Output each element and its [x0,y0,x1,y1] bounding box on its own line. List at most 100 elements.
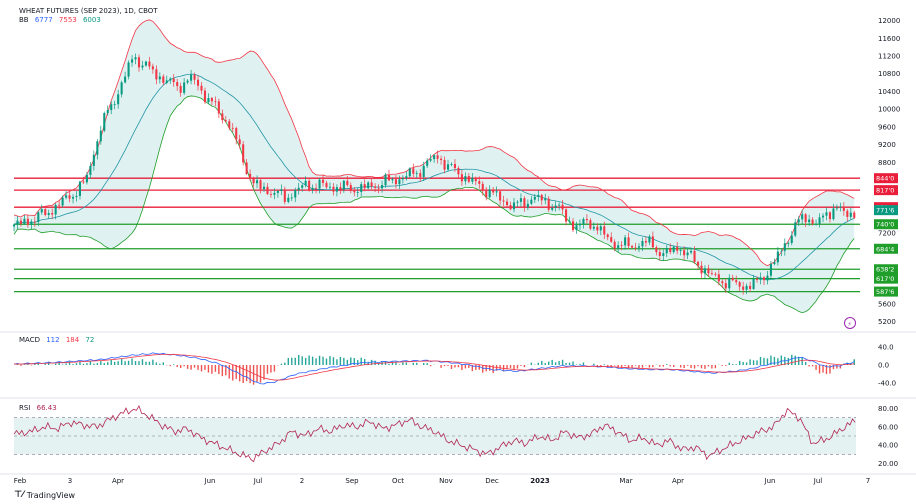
rsi-line [13,405,856,463]
candle-body [530,199,533,204]
tradingview-logo-icon: ⊤⁄ [14,490,24,500]
candle-body [210,98,213,102]
candle-body [762,277,766,281]
candle-body [294,189,297,198]
bb-fill [14,19,855,313]
candle-body [342,180,345,190]
candle-body [33,221,36,223]
macd-signal-line [13,353,855,381]
candle-body [311,187,314,190]
candle-body [117,94,120,105]
candle-body [356,191,359,193]
macd-tick-label: 40.0 [878,344,894,352]
candle-body [690,250,693,253]
candle-body [700,265,703,274]
candle-body [137,57,141,68]
candle-body [606,234,609,238]
candle-body [96,141,99,155]
candle-body [290,197,293,199]
candle-body [283,189,286,202]
candle-body [308,180,311,190]
level-tag-label: 844'0 [876,175,894,183]
time-tick-label: 2 [300,477,304,485]
candle-body [217,101,220,114]
price-tick-label: 10000 [878,106,900,114]
candle-body [821,215,825,218]
candle-body [214,101,217,103]
candle-body [92,154,95,166]
candle-body [651,236,654,248]
candle-body [526,203,529,208]
candle-body [110,104,113,111]
candle-body [415,173,418,174]
candle-body [12,224,16,227]
candle-body [169,78,172,81]
candle-body [405,176,408,179]
candle-body [82,181,85,183]
candle-body [467,176,470,182]
candle-body [620,245,623,247]
candle-body [78,181,82,196]
candle-body [516,201,519,203]
candle-body [353,190,356,193]
candle-body [207,98,210,103]
candle-body [151,66,154,70]
candle-body [381,185,384,189]
candle-body [68,195,71,199]
candle-body [773,262,776,265]
candle-body [853,212,856,218]
rsi-label: RSI [19,404,31,412]
macd-line [13,352,855,385]
candle-body [19,220,22,224]
candle-body [808,219,811,223]
candle-body [391,179,394,181]
candle-body [453,163,457,169]
candle-body [23,218,26,224]
candle-body [321,179,325,183]
candle-body [186,80,189,83]
candle-body [262,186,266,190]
candle-body [297,187,300,190]
candle-body [176,82,179,87]
macd-signal-value: 184 [65,336,80,344]
candle-body [44,209,47,215]
time-tick-label: Jun [764,477,776,485]
candle-body [408,168,411,177]
rsi-tick-label: 80.00 [878,405,898,413]
candle-body [578,223,582,226]
candle-body [224,120,227,122]
candle-body [648,236,651,243]
candle-body [328,186,332,188]
candle-body [561,204,564,210]
candle-body [158,76,161,80]
time-tick-label: Feb [14,477,27,485]
candle-body [127,62,130,77]
tradingview-brand[interactable]: ⊤⁄ TradingView [14,490,75,500]
candle-body [89,165,92,175]
bb-label: BB [19,16,29,24]
tradingview-label: TradingView [26,490,76,500]
time-tick-label: Dec [485,477,499,485]
candle-body [387,174,391,181]
candle-body [842,206,845,211]
candle-body [235,128,238,140]
candle-body [474,177,477,182]
candle-body [231,127,234,129]
candle-body [346,180,349,186]
candle-body [714,273,717,275]
candle-body [554,205,557,208]
candle-body [492,189,495,193]
candle-body [190,74,193,81]
macd-tick-label: -40.0 [878,380,896,388]
candle-body [203,90,207,103]
candle-body [825,212,828,216]
candle-body [367,182,370,189]
candle-body [273,192,276,195]
time-tick-label: 2023 [530,477,550,485]
candle-body [349,185,352,191]
candle-body [304,180,307,186]
candle-body [301,185,304,188]
candle-body [783,243,786,251]
candle-body [742,286,745,290]
